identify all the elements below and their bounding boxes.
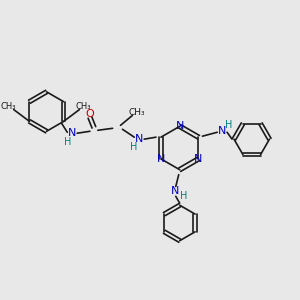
Text: N: N (171, 186, 179, 197)
Text: H: H (130, 142, 137, 152)
Text: CH₃: CH₃ (76, 102, 91, 111)
Text: N: N (218, 126, 226, 136)
Text: N: N (68, 128, 76, 138)
Text: N: N (157, 154, 165, 164)
Text: CH₃: CH₃ (129, 108, 146, 117)
Text: N: N (194, 154, 203, 164)
Text: H: H (225, 120, 233, 130)
Text: N: N (176, 121, 184, 131)
Text: N: N (135, 134, 143, 144)
Text: O: O (85, 109, 94, 118)
Text: H: H (180, 191, 187, 201)
Text: H: H (64, 137, 71, 147)
Text: CH₃: CH₃ (0, 102, 16, 111)
